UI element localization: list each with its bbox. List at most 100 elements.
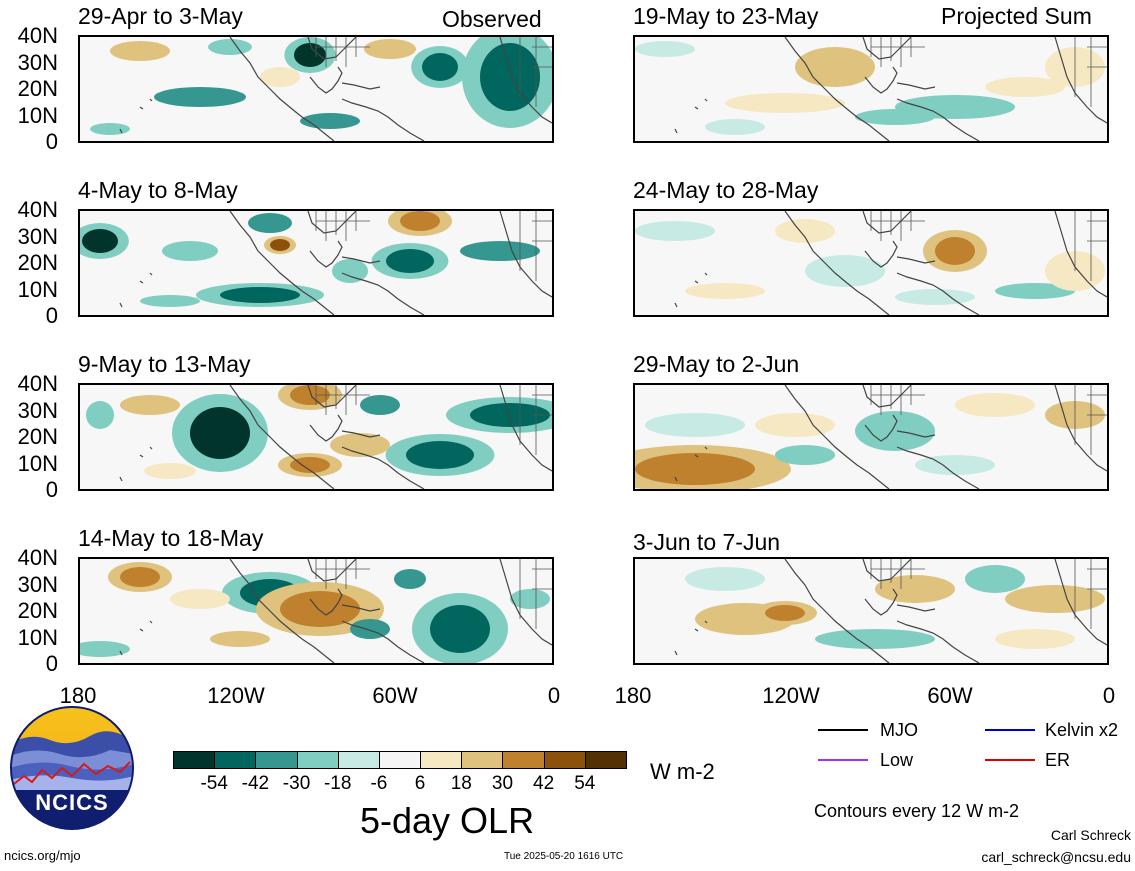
- colorbar-cell: [378, 751, 422, 769]
- y-tick-1-4: 0: [45, 129, 58, 154]
- olr-anomaly: [290, 457, 330, 473]
- olr-field: [635, 385, 1107, 489]
- colorbar-label: 6: [414, 773, 426, 794]
- colorbar-cell: [173, 751, 216, 769]
- y-tick-4-1: 30N: [17, 571, 58, 597]
- olr-anomaly: [208, 39, 252, 55]
- observed-label: Observed: [442, 6, 542, 32]
- legend-line-mjo: [818, 729, 868, 731]
- olr-anomaly: [294, 43, 326, 67]
- x-tick-180-left: 180: [59, 683, 97, 708]
- coastline: [119, 385, 552, 489]
- olr-anomaly: [725, 93, 845, 113]
- olr-map-projected-3: [633, 383, 1109, 491]
- olr-anomaly: [406, 441, 474, 469]
- colorbar-label: 30: [491, 773, 514, 794]
- olr-anomaly: [470, 403, 550, 427]
- olr-anomaly: [645, 413, 745, 437]
- colorbar-units: W m-2: [650, 759, 715, 784]
- olr-field: [80, 37, 552, 141]
- olr-anomaly: [162, 241, 218, 261]
- olr-field: [635, 211, 1107, 315]
- olr-anomaly: [855, 411, 935, 451]
- y-tick-2-0: 40N: [17, 197, 58, 222]
- colorbar-cell: [337, 751, 380, 769]
- political-boundaries: [315, 37, 552, 107]
- political-boundaries: [870, 211, 1107, 281]
- olr-anomaly: [400, 211, 440, 231]
- olr-map-observed-3: [78, 383, 554, 491]
- olr-anomaly: [775, 219, 835, 243]
- olr-anomaly: [422, 53, 458, 81]
- y-tick-2-4: 0: [45, 303, 58, 328]
- olr-map-projected-4: [633, 557, 1109, 665]
- y-tick-2-3: 10N: [17, 276, 58, 302]
- olr-colorbar: [173, 751, 627, 769]
- political-boundaries: [315, 385, 552, 455]
- olr-map-observed-1: [78, 35, 554, 143]
- olr-map-projected-2: [633, 209, 1109, 317]
- olr-anomaly: [895, 289, 975, 305]
- olr-anomaly: [260, 67, 300, 87]
- colorbar-label: -6: [370, 773, 388, 794]
- political-boundaries: [870, 559, 1107, 629]
- olr-field: [80, 559, 552, 663]
- colorbar-label: -54: [200, 773, 228, 794]
- olr-field: [80, 385, 552, 489]
- legend-label-low: Low: [880, 750, 914, 770]
- colorbar-label: -30: [282, 773, 311, 794]
- coastline: [119, 37, 552, 141]
- coastline: [674, 559, 1107, 663]
- panel-title-left-4: 14-May to 18-May: [78, 525, 264, 551]
- political-boundaries: [315, 211, 552, 281]
- olr-anomaly: [360, 395, 400, 415]
- olr-anomaly: [755, 413, 835, 437]
- coastline: [119, 211, 552, 315]
- olr-anomaly: [364, 39, 416, 59]
- olr-anomaly: [995, 629, 1075, 649]
- colorbar-title: 5-day OLR: [360, 800, 535, 841]
- olr-anomaly: [154, 87, 246, 107]
- olr-anomaly: [705, 119, 765, 135]
- olr-anomaly: [635, 41, 695, 57]
- political-boundaries: [870, 385, 1107, 455]
- legend-label-er: ER: [1045, 750, 1071, 770]
- olr-anomaly: [1005, 585, 1105, 613]
- olr-anomaly: [915, 455, 995, 475]
- colorbar-cell: [502, 751, 545, 769]
- olr-anomaly: [86, 401, 114, 429]
- colorbar-cell: [543, 751, 586, 769]
- olr-anomaly: [480, 43, 540, 111]
- olr-anomaly: [290, 385, 330, 405]
- footer-timestamp: Tue 2025-05-20 1616 UTC: [504, 851, 624, 862]
- political-boundaries: [870, 37, 1107, 107]
- olr-anomaly: [280, 591, 360, 627]
- y-tick-1-2: 20N: [17, 76, 58, 101]
- colorbar-cell: [420, 751, 463, 769]
- olr-anomaly: [170, 589, 230, 609]
- panel-title-left-3: 9-May to 13-May: [78, 351, 251, 377]
- panel-title-right-4: 3-Jun to 7-Jun: [633, 529, 781, 555]
- footer-url: ncics.org/mjo: [4, 848, 81, 863]
- olr-anomaly: [430, 605, 490, 653]
- x-tick-0-right: 0: [1102, 683, 1116, 708]
- olr-anomaly: [965, 565, 1025, 593]
- olr-anomaly: [795, 47, 875, 87]
- y-tick-4-3: 10N: [17, 624, 58, 650]
- legend-label-mjo: MJO: [880, 720, 918, 740]
- olr-anomaly: [685, 567, 765, 591]
- olr-anomaly: [995, 283, 1075, 299]
- x-tick-180-right: 180: [614, 683, 652, 708]
- olr-anomaly: [220, 287, 300, 303]
- olr-anomaly: [120, 395, 180, 415]
- colorbar-label: -18: [323, 773, 352, 794]
- legend-line-er: [985, 759, 1035, 761]
- olr-anomaly: [270, 239, 290, 251]
- colorbar-cell: [461, 751, 504, 769]
- coastline: [674, 37, 1107, 141]
- olr-anomaly: [90, 123, 130, 135]
- y-tick-4-4: 0: [45, 651, 58, 676]
- olr-anomaly: [805, 255, 885, 287]
- olr-anomaly: [210, 631, 270, 647]
- y-tick-4-0: 40N: [17, 545, 58, 570]
